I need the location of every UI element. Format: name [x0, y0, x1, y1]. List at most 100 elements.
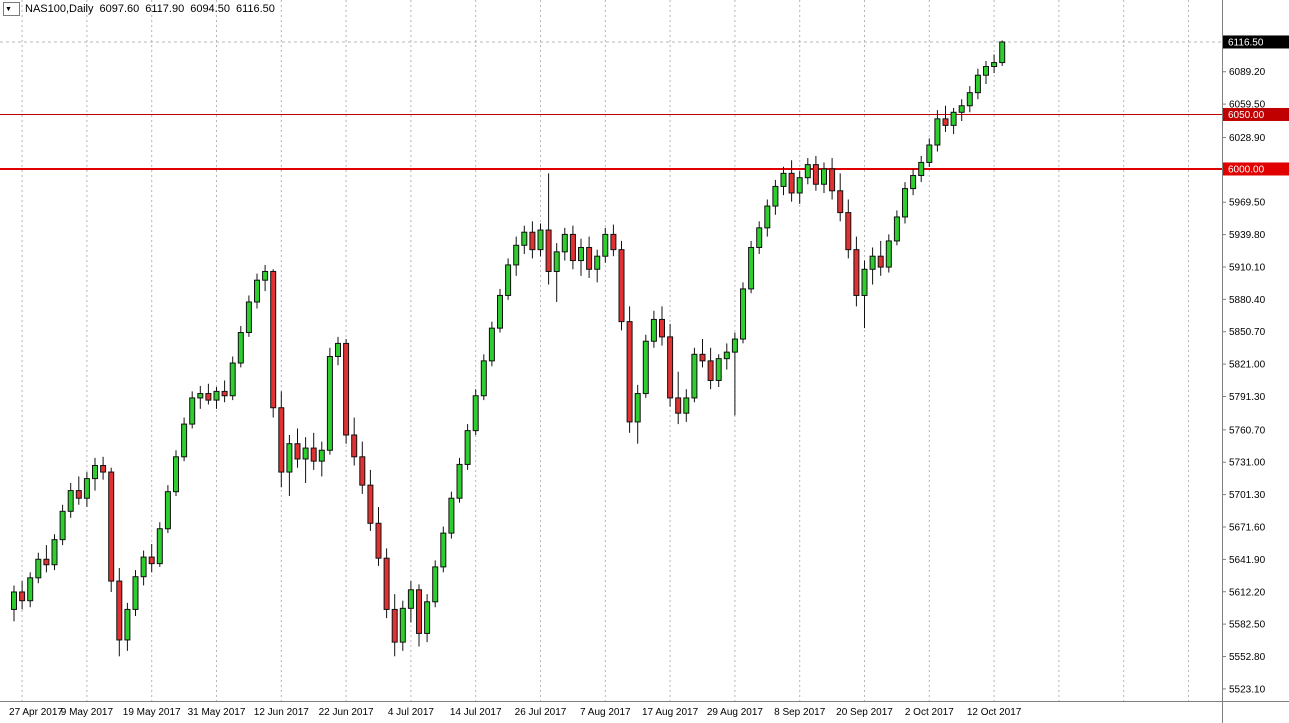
- candle: [910, 175, 917, 190]
- price-tick-label: 5582.50: [1229, 620, 1266, 631]
- candle: [837, 190, 844, 214]
- candle: [213, 390, 220, 401]
- date-label: 8 Sep 2017: [774, 707, 826, 718]
- candle: [772, 185, 779, 207]
- candle: [399, 607, 406, 643]
- candle: [691, 353, 698, 399]
- candle: [569, 233, 576, 262]
- candle: [853, 249, 860, 296]
- candle: [699, 353, 706, 362]
- candle: [181, 423, 188, 458]
- candle: [359, 456, 366, 486]
- date-label: 12 Jun 2017: [254, 707, 309, 718]
- date-label: 4 Jul 2017: [388, 707, 435, 718]
- candle: [424, 601, 431, 634]
- date-label: 7 Aug 2017: [580, 707, 631, 718]
- candle: [108, 471, 115, 582]
- candle: [845, 212, 852, 251]
- candle: [926, 144, 933, 163]
- current-price-badge: [1223, 35, 1289, 49]
- price-tick-label: 5969.50: [1229, 198, 1266, 209]
- candle: [642, 340, 649, 395]
- candle: [934, 118, 941, 146]
- candle: [723, 351, 730, 360]
- candle: [578, 246, 584, 262]
- candle: [505, 264, 512, 296]
- price-tick-label: 5671.60: [1229, 523, 1266, 534]
- date-label: 12 Oct 2017: [967, 707, 1022, 718]
- candle: [67, 490, 74, 512]
- candle: [537, 229, 544, 251]
- candle: [132, 576, 139, 610]
- candle: [432, 566, 439, 603]
- candle: [796, 177, 803, 194]
- candle: [310, 447, 317, 462]
- candle: [278, 407, 285, 473]
- ohlc-low-value: 6094.50: [190, 3, 230, 15]
- candle: [748, 246, 755, 290]
- candle: [472, 395, 479, 432]
- candle: [966, 92, 973, 107]
- candle: [318, 449, 325, 462]
- candle: [586, 246, 593, 270]
- candle: [983, 66, 989, 76]
- date-label: 9 May 2017: [61, 707, 114, 718]
- candle: [262, 270, 269, 281]
- chevron-down-icon: ▼: [5, 5, 12, 13]
- candle: [221, 390, 228, 397]
- date-label: 17 Aug 2017: [642, 707, 699, 718]
- candle: [594, 255, 601, 270]
- candle: [83, 478, 90, 499]
- candle: [51, 539, 58, 566]
- candle: [343, 342, 350, 436]
- candle: [999, 41, 1006, 64]
- candle: [675, 397, 682, 414]
- candle: [764, 205, 771, 229]
- candle: [43, 558, 50, 566]
- candle: [634, 393, 641, 423]
- candle: [902, 188, 908, 218]
- price-tick-label: 5880.40: [1229, 295, 1266, 306]
- candle: [529, 231, 536, 251]
- date-label: 26 Jul 2017: [515, 707, 567, 718]
- date-label: 19 May 2017: [123, 707, 181, 718]
- candle: [237, 332, 244, 364]
- candle: [659, 318, 665, 338]
- candle: [254, 279, 260, 303]
- price-tick-label: 5523.10: [1229, 684, 1266, 695]
- candle: [829, 168, 836, 192]
- ohlc-high-value: 6117.90: [145, 3, 185, 15]
- candle: [302, 447, 309, 460]
- candle: [391, 608, 398, 643]
- candle: [229, 362, 236, 397]
- candle: [480, 360, 487, 397]
- symbol-dropdown-button[interactable]: ▼: [3, 2, 20, 16]
- candle: [189, 397, 196, 425]
- date-label: 27 Apr 2017: [9, 707, 63, 718]
- candle: [893, 216, 900, 242]
- candle: [650, 318, 657, 342]
- candle: [513, 244, 520, 266]
- price-tick-label: 6089.20: [1229, 67, 1266, 78]
- price-tick-label: 6059.50: [1229, 100, 1266, 111]
- date-label: 29 Aug 2017: [707, 707, 764, 718]
- candle: [124, 608, 131, 641]
- candle: [464, 430, 471, 465]
- candle: [416, 589, 422, 634]
- candle: [448, 497, 455, 534]
- chart-info-bar: ▼ NAS100,Daily 6097.60 6117.90 6094.50 6…: [3, 2, 281, 16]
- candle: [140, 556, 147, 578]
- candle: [367, 484, 374, 524]
- candle: [294, 443, 301, 460]
- candle: [456, 463, 463, 499]
- candle: [683, 397, 690, 414]
- candle: [383, 557, 390, 610]
- candle: [950, 111, 957, 126]
- level-price-badge-label: 6050.00: [1228, 110, 1265, 121]
- candle: [488, 327, 495, 362]
- candle: [326, 355, 333, 451]
- candle: [75, 490, 82, 499]
- candle: [205, 393, 212, 401]
